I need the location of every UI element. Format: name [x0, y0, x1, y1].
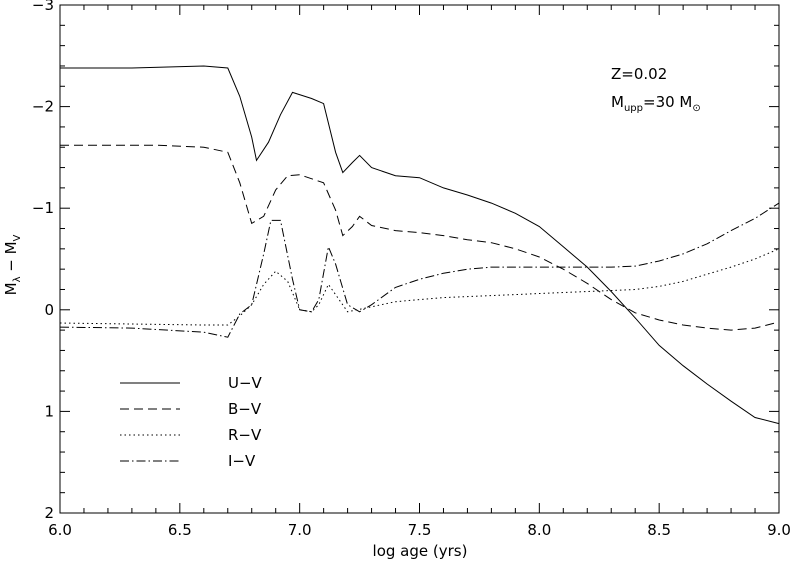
annotation-upper-mass: Mupp=30 M⊙	[611, 93, 701, 114]
series-line-3	[59, 248, 780, 326]
y-label-sub2: V	[12, 234, 23, 241]
y-tick-label: 1	[44, 402, 54, 420]
x-tick-label: 6.0	[48, 521, 72, 539]
x-axis-label: log age (yrs)	[373, 542, 468, 560]
y-tick-label: 2	[44, 504, 54, 522]
y-tick-label: −3	[32, 0, 54, 14]
series-line-2	[60, 144, 780, 331]
x-tick-label: 8.5	[647, 521, 671, 539]
series-line-4	[59, 202, 780, 338]
series-group	[59, 65, 780, 425]
x-tick-label: 8.0	[527, 521, 551, 539]
x-tick-label: 9.0	[767, 521, 791, 539]
y-tick-label: −2	[32, 98, 54, 116]
legend-label-3: R−V	[228, 426, 262, 444]
y-label-sub1: λ	[12, 276, 23, 282]
y-label-main: M	[2, 282, 20, 295]
legend-label-2: B−V	[228, 400, 262, 418]
legend-label-1: U−V	[228, 374, 263, 392]
legend: U−V B−V R−V I−V	[120, 374, 263, 470]
annotation-metallicity: Z=0.02	[611, 65, 667, 83]
legend-label-4: I−V	[228, 452, 256, 470]
x-tick-label: 7.0	[288, 521, 312, 539]
y-axis-label: Mλ − MV	[2, 234, 23, 295]
x-tick-label: 7.5	[408, 521, 432, 539]
x-tick-label: 6.5	[168, 521, 192, 539]
series-line-1	[60, 65, 780, 425]
y-tick-label: −1	[32, 199, 54, 217]
anno-mupp-sub: upp	[624, 103, 643, 114]
anno-mupp-value: =30 M	[643, 93, 692, 111]
plot-frame	[59, 4, 780, 514]
ticks: 6.0 6.5 7.0 7.5 8.0 8.5 9.0 −3 −2 −1 0 1 2	[32, 0, 791, 539]
anno-sun-symbol: ⊙	[692, 103, 700, 114]
anno-mupp-main: M	[611, 93, 624, 111]
y-tick-label: 0	[44, 301, 54, 319]
y-label-sep: − M	[2, 241, 20, 276]
